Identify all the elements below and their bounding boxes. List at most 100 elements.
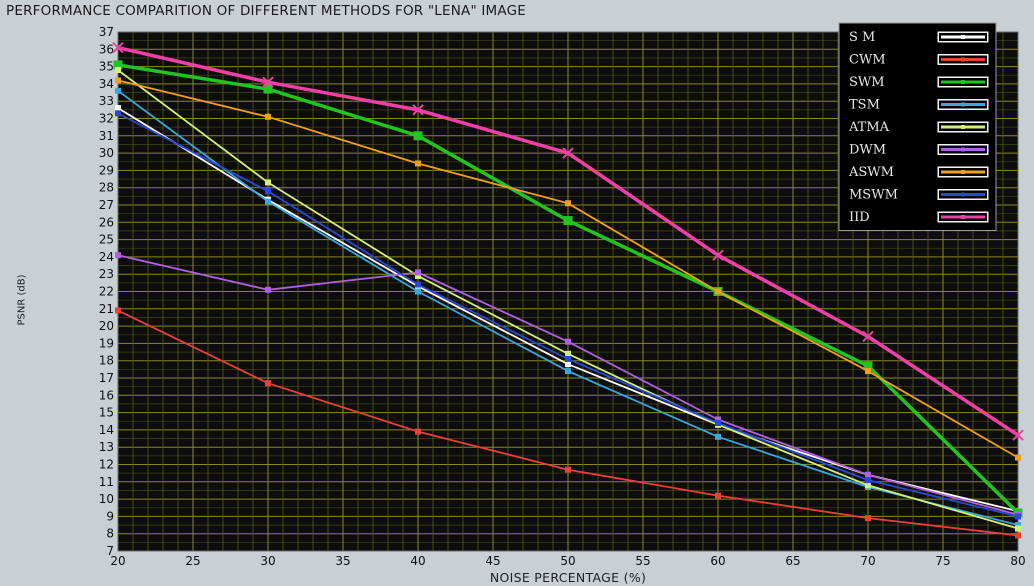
x-tick-label: 70 bbox=[860, 554, 875, 568]
data-point-cwm bbox=[415, 428, 421, 435]
y-tick-label: 8 bbox=[106, 527, 114, 541]
legend-marker-atma bbox=[961, 125, 965, 129]
y-tick-label: 21 bbox=[99, 302, 114, 316]
legend-marker-mswm bbox=[961, 192, 965, 197]
data-point-mswm bbox=[715, 419, 721, 426]
legend-marker-cwm bbox=[961, 57, 965, 62]
data-point-mswm bbox=[1015, 513, 1021, 520]
data-point-iid bbox=[262, 76, 274, 88]
x-tick-label: 20 bbox=[110, 554, 125, 568]
data-point-atma bbox=[415, 272, 421, 279]
y-tick-label: 36 bbox=[99, 42, 114, 56]
data-point-iid bbox=[1012, 429, 1024, 441]
y-tick-label: 11 bbox=[99, 475, 114, 489]
legend-marker-tsm bbox=[961, 102, 965, 107]
legend-marker-iid bbox=[961, 215, 965, 219]
data-point-atma bbox=[265, 179, 271, 186]
legend-marker-s-m bbox=[961, 35, 965, 39]
data-point-dwm bbox=[265, 286, 271, 293]
legend-label-cwm: CWM bbox=[849, 53, 886, 68]
legend-label-aswm: ASWM bbox=[848, 165, 894, 180]
y-tick-label: 32 bbox=[99, 112, 114, 126]
data-point-iid bbox=[562, 147, 574, 159]
data-point-aswm bbox=[115, 77, 121, 84]
x-tick-label: 60 bbox=[710, 554, 725, 568]
data-point-dwm bbox=[115, 252, 121, 259]
y-tick-label: 35 bbox=[99, 60, 114, 74]
y-tick-label: 9 bbox=[106, 509, 114, 523]
data-point-atma bbox=[565, 350, 571, 357]
data-point-aswm bbox=[715, 288, 721, 295]
x-tick-label: 50 bbox=[560, 554, 575, 568]
x-tick-label: 25 bbox=[185, 554, 200, 568]
series-cwm bbox=[115, 307, 1021, 539]
y-tick-label: 26 bbox=[99, 215, 114, 229]
x-axis-label: NOISE PERCENTAGE (%) bbox=[489, 570, 647, 585]
axis-ticks: 7 8 9 10 11 12 13 14 15 16 17 18 19 20 21 22 23 24 25 26 27 2… bbox=[99, 25, 1026, 568]
data-point-dwm bbox=[565, 338, 571, 345]
legend: S M CWM SWM TSM ATMA DWM ASWM MSWM IID bbox=[838, 22, 997, 231]
data-point-cwm bbox=[565, 466, 571, 473]
data-point-aswm bbox=[1015, 454, 1021, 461]
data-point-tsm bbox=[715, 433, 721, 440]
data-point-tsm bbox=[565, 368, 571, 375]
legend-label-tsm: TSM bbox=[849, 98, 880, 113]
data-point-s-m bbox=[565, 361, 571, 368]
data-point-cwm bbox=[715, 492, 721, 499]
x-tick-label: 30 bbox=[260, 554, 275, 568]
x-tick-label: 35 bbox=[335, 554, 350, 568]
data-point-atma bbox=[865, 482, 871, 489]
data-point-aswm bbox=[265, 113, 271, 120]
data-point-cwm bbox=[865, 515, 871, 522]
series-iid bbox=[112, 41, 1024, 441]
data-point-tsm bbox=[265, 198, 271, 205]
data-point-iid bbox=[862, 330, 874, 343]
data-point-cwm bbox=[265, 380, 271, 387]
y-tick-label: 28 bbox=[99, 181, 114, 195]
data-point-mswm bbox=[415, 281, 421, 288]
data-point-atma bbox=[115, 67, 121, 74]
data-point-iid bbox=[412, 104, 424, 116]
data-point-dwm bbox=[415, 269, 421, 276]
legend-label-s-m: S M bbox=[849, 30, 875, 45]
data-point-iid bbox=[112, 41, 124, 54]
data-point-mswm bbox=[265, 188, 271, 195]
data-point-swm bbox=[413, 131, 423, 141]
data-point-atma bbox=[1015, 525, 1021, 532]
data-point-tsm bbox=[1015, 522, 1021, 529]
data-point-mswm bbox=[865, 477, 871, 484]
grid-lines bbox=[117, 31, 1019, 552]
series-aswm bbox=[115, 77, 1021, 461]
y-tick-label: 29 bbox=[99, 163, 114, 177]
x-tick-label: 45 bbox=[485, 554, 500, 568]
y-tick-label: 16 bbox=[99, 388, 114, 402]
data-point-aswm bbox=[565, 200, 571, 207]
legend-label-atma: ATMA bbox=[848, 120, 890, 135]
y-tick-label: 37 bbox=[99, 25, 114, 39]
legend-marker-aswm bbox=[961, 170, 965, 174]
y-tick-label: 14 bbox=[99, 423, 114, 437]
y-tick-label: 19 bbox=[99, 336, 114, 350]
data-point-swm bbox=[113, 60, 123, 70]
y-tick-label: 18 bbox=[99, 354, 114, 368]
y-tick-label: 7 bbox=[106, 544, 114, 558]
data-point-mswm bbox=[115, 110, 121, 117]
y-tick-label: 23 bbox=[99, 267, 114, 281]
data-point-swm bbox=[863, 361, 873, 371]
x-tick-label: 65 bbox=[785, 554, 800, 568]
y-axis-label: PSNR (dB) bbox=[16, 274, 28, 326]
data-point-dwm bbox=[865, 471, 871, 478]
y-tick-label: 31 bbox=[99, 129, 114, 143]
data-point-tsm bbox=[415, 288, 421, 295]
series-mswm bbox=[115, 110, 1021, 520]
data-point-iid bbox=[712, 249, 724, 261]
series-layer bbox=[112, 41, 1024, 539]
x-tick-label: 40 bbox=[410, 554, 425, 568]
y-tick-label: 10 bbox=[99, 492, 114, 506]
y-tick-label: 34 bbox=[99, 77, 114, 91]
data-point-tsm bbox=[115, 87, 121, 94]
legend-label-dwm: DWM bbox=[849, 143, 886, 158]
plot-border bbox=[117, 31, 1019, 552]
data-point-swm bbox=[263, 84, 273, 94]
